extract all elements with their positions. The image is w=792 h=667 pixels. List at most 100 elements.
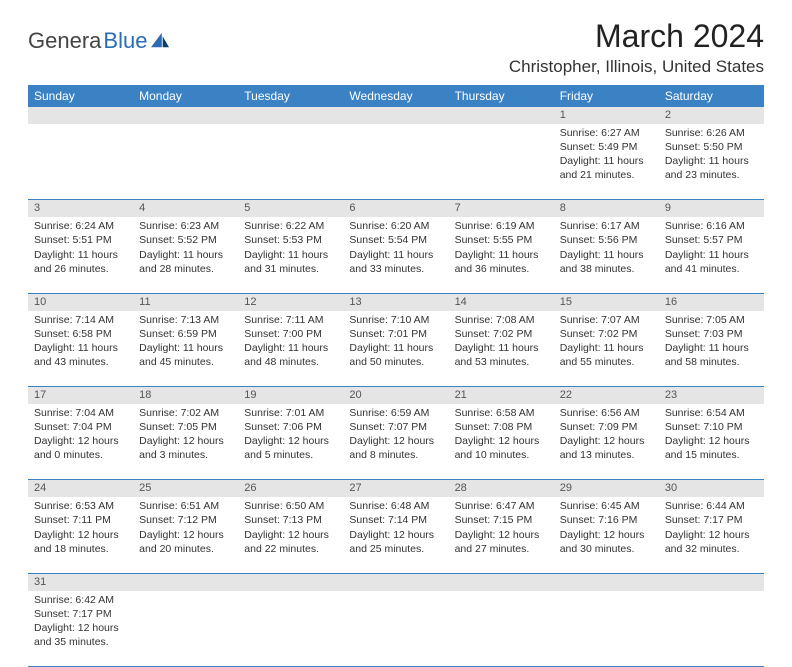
cell-body: Sunrise: 6:50 AMSunset: 7:13 PMDaylight:… (238, 497, 343, 560)
calendar-week-row: Sunrise: 6:24 AMSunset: 5:51 PMDaylight:… (28, 217, 764, 293)
day-number: 2 (659, 107, 764, 124)
day-number: 30 (659, 480, 764, 497)
cell-body: Sunrise: 7:04 AMSunset: 7:04 PMDaylight:… (28, 404, 133, 467)
day-number-row: 24252627282930 (28, 480, 764, 497)
day-number: 12 (238, 293, 343, 310)
day-number-row: 3456789 (28, 200, 764, 217)
day-number: 22 (554, 387, 659, 404)
day-number: 25 (133, 480, 238, 497)
day-number (238, 107, 343, 124)
calendar-cell: Sunrise: 6:22 AMSunset: 5:53 PMDaylight:… (238, 217, 343, 293)
day-number-row: 10111213141516 (28, 293, 764, 310)
cell-body: Sunrise: 6:47 AMSunset: 7:15 PMDaylight:… (449, 497, 554, 560)
day-header: Monday (133, 85, 238, 107)
day-number: 9 (659, 200, 764, 217)
calendar-cell: Sunrise: 7:02 AMSunset: 7:05 PMDaylight:… (133, 404, 238, 480)
calendar-cell: Sunrise: 6:42 AMSunset: 7:17 PMDaylight:… (28, 591, 133, 667)
day-number: 29 (554, 480, 659, 497)
day-header-row: SundayMondayTuesdayWednesdayThursdayFrid… (28, 85, 764, 107)
calendar-cell: Sunrise: 6:51 AMSunset: 7:12 PMDaylight:… (133, 497, 238, 573)
calendar-cell: Sunrise: 6:47 AMSunset: 7:15 PMDaylight:… (449, 497, 554, 573)
cell-body: Sunrise: 6:22 AMSunset: 5:53 PMDaylight:… (238, 217, 343, 280)
cell-body: Sunrise: 6:44 AMSunset: 7:17 PMDaylight:… (659, 497, 764, 560)
calendar-cell (28, 124, 133, 200)
cell-body: Sunrise: 6:19 AMSunset: 5:55 PMDaylight:… (449, 217, 554, 280)
day-header: Thursday (449, 85, 554, 107)
day-number (28, 107, 133, 124)
logo-text-right: Blue (103, 28, 147, 54)
calendar-cell (343, 591, 448, 667)
day-number-row: 17181920212223 (28, 387, 764, 404)
title-block: March 2024 Christopher, Illinois, United… (509, 18, 764, 77)
month-year: March 2024 (509, 18, 764, 55)
calendar-table: SundayMondayTuesdayWednesdayThursdayFrid… (28, 85, 764, 667)
day-header: Wednesday (343, 85, 448, 107)
header: GeneraBlue March 2024 Christopher, Illin… (28, 18, 764, 77)
calendar-cell: Sunrise: 6:58 AMSunset: 7:08 PMDaylight:… (449, 404, 554, 480)
cell-body: Sunrise: 6:26 AMSunset: 5:50 PMDaylight:… (659, 124, 764, 187)
calendar-week-row: Sunrise: 7:04 AMSunset: 7:04 PMDaylight:… (28, 404, 764, 480)
day-number: 18 (133, 387, 238, 404)
calendar-cell: Sunrise: 7:08 AMSunset: 7:02 PMDaylight:… (449, 311, 554, 387)
cell-body: Sunrise: 6:45 AMSunset: 7:16 PMDaylight:… (554, 497, 659, 560)
calendar-cell (449, 124, 554, 200)
cell-body: Sunrise: 7:05 AMSunset: 7:03 PMDaylight:… (659, 311, 764, 374)
calendar-cell: Sunrise: 6:24 AMSunset: 5:51 PMDaylight:… (28, 217, 133, 293)
day-number: 11 (133, 293, 238, 310)
cell-body: Sunrise: 7:02 AMSunset: 7:05 PMDaylight:… (133, 404, 238, 467)
calendar-cell: Sunrise: 6:50 AMSunset: 7:13 PMDaylight:… (238, 497, 343, 573)
cell-body: Sunrise: 6:24 AMSunset: 5:51 PMDaylight:… (28, 217, 133, 280)
cell-body: Sunrise: 7:07 AMSunset: 7:02 PMDaylight:… (554, 311, 659, 374)
cell-body: Sunrise: 6:58 AMSunset: 7:08 PMDaylight:… (449, 404, 554, 467)
calendar-cell: Sunrise: 6:59 AMSunset: 7:07 PMDaylight:… (343, 404, 448, 480)
calendar-cell: Sunrise: 7:14 AMSunset: 6:58 PMDaylight:… (28, 311, 133, 387)
day-header: Sunday (28, 85, 133, 107)
day-number (554, 573, 659, 590)
day-header: Saturday (659, 85, 764, 107)
cell-body: Sunrise: 7:13 AMSunset: 6:59 PMDaylight:… (133, 311, 238, 374)
day-number: 23 (659, 387, 764, 404)
day-number: 8 (554, 200, 659, 217)
cell-body: Sunrise: 6:53 AMSunset: 7:11 PMDaylight:… (28, 497, 133, 560)
day-number: 10 (28, 293, 133, 310)
calendar-cell: Sunrise: 6:23 AMSunset: 5:52 PMDaylight:… (133, 217, 238, 293)
day-number: 14 (449, 293, 554, 310)
day-number (449, 573, 554, 590)
day-number: 21 (449, 387, 554, 404)
cell-body: Sunrise: 6:48 AMSunset: 7:14 PMDaylight:… (343, 497, 448, 560)
calendar-cell (133, 124, 238, 200)
calendar-cell: Sunrise: 6:45 AMSunset: 7:16 PMDaylight:… (554, 497, 659, 573)
day-number: 27 (343, 480, 448, 497)
logo-text-left: Genera (28, 28, 101, 54)
day-number: 20 (343, 387, 448, 404)
calendar-cell: Sunrise: 6:56 AMSunset: 7:09 PMDaylight:… (554, 404, 659, 480)
day-number: 6 (343, 200, 448, 217)
calendar-cell: Sunrise: 6:53 AMSunset: 7:11 PMDaylight:… (28, 497, 133, 573)
day-number: 15 (554, 293, 659, 310)
calendar-cell: Sunrise: 6:48 AMSunset: 7:14 PMDaylight:… (343, 497, 448, 573)
calendar-cell: Sunrise: 7:05 AMSunset: 7:03 PMDaylight:… (659, 311, 764, 387)
day-number: 5 (238, 200, 343, 217)
calendar-cell (238, 591, 343, 667)
calendar-cell: Sunrise: 6:44 AMSunset: 7:17 PMDaylight:… (659, 497, 764, 573)
day-number (659, 573, 764, 590)
calendar-cell: Sunrise: 6:54 AMSunset: 7:10 PMDaylight:… (659, 404, 764, 480)
calendar-week-row: Sunrise: 7:14 AMSunset: 6:58 PMDaylight:… (28, 311, 764, 387)
calendar-cell (238, 124, 343, 200)
cell-body: Sunrise: 7:11 AMSunset: 7:00 PMDaylight:… (238, 311, 343, 374)
cell-body: Sunrise: 6:54 AMSunset: 7:10 PMDaylight:… (659, 404, 764, 467)
calendar-week-row: Sunrise: 6:42 AMSunset: 7:17 PMDaylight:… (28, 591, 764, 667)
day-number (449, 107, 554, 124)
day-number: 24 (28, 480, 133, 497)
day-number: 28 (449, 480, 554, 497)
day-number (238, 573, 343, 590)
day-number: 26 (238, 480, 343, 497)
calendar-cell: Sunrise: 7:07 AMSunset: 7:02 PMDaylight:… (554, 311, 659, 387)
day-number: 13 (343, 293, 448, 310)
cell-body: Sunrise: 6:23 AMSunset: 5:52 PMDaylight:… (133, 217, 238, 280)
calendar-cell: Sunrise: 7:01 AMSunset: 7:06 PMDaylight:… (238, 404, 343, 480)
calendar-cell: Sunrise: 6:16 AMSunset: 5:57 PMDaylight:… (659, 217, 764, 293)
sail-icon (149, 31, 171, 49)
cell-body: Sunrise: 6:56 AMSunset: 7:09 PMDaylight:… (554, 404, 659, 467)
calendar-cell: Sunrise: 7:10 AMSunset: 7:01 PMDaylight:… (343, 311, 448, 387)
